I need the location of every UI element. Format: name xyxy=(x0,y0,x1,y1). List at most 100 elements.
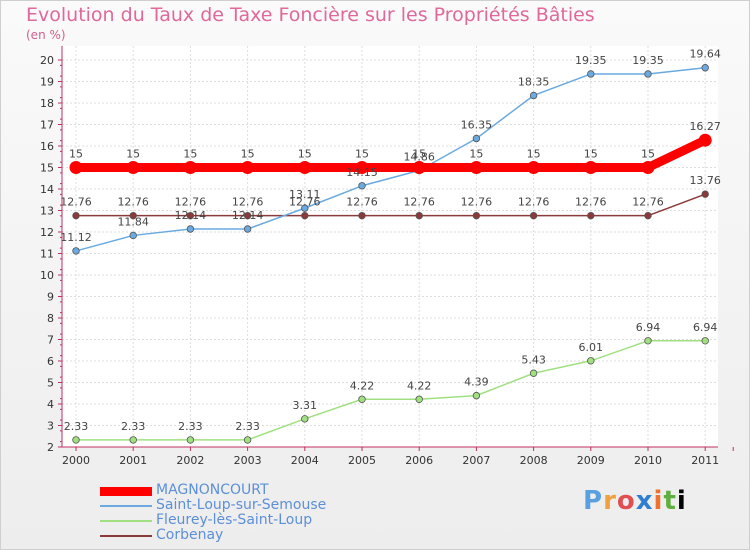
x-tick-label: 2008 xyxy=(520,454,548,467)
logo-letter: o xyxy=(616,486,636,516)
data-label: 12.76 xyxy=(175,196,207,209)
data-point xyxy=(701,337,709,345)
data-point xyxy=(186,436,195,444)
y-tick-label: 10 xyxy=(40,269,54,282)
data-point xyxy=(584,161,598,174)
chart-title: Evolution du Taux de Taxe Foncière sur l… xyxy=(26,4,595,26)
x-tick-label: 2001 xyxy=(119,454,147,467)
data-label: 15 xyxy=(527,148,541,161)
data-label: 13.11 xyxy=(289,188,321,201)
y-tick-label: 9 xyxy=(47,291,54,304)
data-label: 16.35 xyxy=(461,118,493,131)
series-line-1 xyxy=(75,66,706,252)
data-label: 15 xyxy=(183,148,197,161)
data-point xyxy=(129,211,137,220)
data-label: 11.12 xyxy=(60,231,92,244)
data-point xyxy=(529,369,538,377)
data-label: 12.76 xyxy=(232,196,264,209)
legend-swatch xyxy=(100,505,152,507)
x-tick-label: 2002 xyxy=(176,454,204,467)
data-point xyxy=(415,211,423,220)
data-label: 15 xyxy=(469,148,483,161)
legend-swatch xyxy=(100,487,152,496)
data-label: 12.76 xyxy=(575,196,607,209)
x-tick-label: 2010 xyxy=(634,454,662,467)
data-point xyxy=(587,357,595,365)
x-tick-label: 2007 xyxy=(462,454,490,467)
data-point xyxy=(701,190,709,198)
y-tick-label: 7 xyxy=(47,334,54,347)
logo-letter: i xyxy=(676,486,687,516)
data-label: 14.15 xyxy=(346,166,378,179)
y-tick-label: 20 xyxy=(40,54,54,67)
data-label: 12.14 xyxy=(175,209,207,222)
data-label: 6.94 xyxy=(636,321,661,334)
data-label: 15 xyxy=(584,148,598,161)
data-label: 15 xyxy=(355,148,369,161)
data-label: 2.33 xyxy=(235,420,260,433)
data-point xyxy=(243,211,252,220)
data-point xyxy=(469,161,483,174)
unit-label: (en %) xyxy=(26,28,66,42)
data-label: 15 xyxy=(241,148,255,161)
data-label: 5.43 xyxy=(521,353,546,366)
data-label: 12.76 xyxy=(289,196,321,209)
data-point xyxy=(472,134,481,143)
legend-label: Fleurey-lès-Saint-Loup xyxy=(156,512,313,528)
data-label: 15 xyxy=(412,148,426,161)
y-tick-label: 8 xyxy=(47,312,54,325)
data-point xyxy=(472,211,481,220)
y-tick-label: 15 xyxy=(40,162,54,175)
legend-label: Saint-Loup-sur-Semouse xyxy=(156,497,327,513)
data-point xyxy=(183,161,197,174)
data-label: 18.35 xyxy=(518,75,550,88)
data-label: 6.94 xyxy=(693,321,718,334)
data-label: 2.33 xyxy=(121,420,146,433)
data-label: 12.14 xyxy=(232,209,264,222)
data-label: 12.76 xyxy=(60,196,92,209)
data-label: 14.86 xyxy=(403,151,435,164)
data-point xyxy=(72,211,80,220)
data-label: 4.22 xyxy=(350,379,375,392)
data-label: 15 xyxy=(69,148,83,161)
y-tick-label: 13 xyxy=(40,205,54,218)
data-point xyxy=(587,211,595,220)
data-label: 19.35 xyxy=(632,54,664,67)
logo-letter: x xyxy=(635,486,654,516)
data-label: 12.76 xyxy=(346,196,378,209)
y-tick-label: 11 xyxy=(40,248,54,261)
data-point xyxy=(241,161,255,174)
data-point xyxy=(72,247,80,255)
legend-label: MAGNONCOURT xyxy=(156,482,269,498)
data-point xyxy=(243,436,252,444)
series-line-0 xyxy=(71,135,710,172)
y-tick-label: 16 xyxy=(40,140,54,153)
data-point xyxy=(126,161,140,174)
data-point xyxy=(301,415,309,423)
data-label: 11.84 xyxy=(117,215,149,228)
data-point xyxy=(298,161,312,174)
y-tick-label: 4 xyxy=(47,398,54,411)
data-label: 12.76 xyxy=(461,196,493,209)
logo-letter: t xyxy=(663,486,677,516)
data-label: 4.39 xyxy=(464,376,489,389)
data-label: 15 xyxy=(126,148,140,161)
x-tick-label: 2000 xyxy=(62,454,90,467)
data-point xyxy=(644,70,652,78)
data-label: 4.22 xyxy=(407,379,432,392)
data-point xyxy=(129,436,137,444)
data-label: 2.33 xyxy=(178,420,203,433)
logo-letter: r xyxy=(603,486,617,516)
y-tick-label: 14 xyxy=(40,183,54,196)
y-tick-label: 19 xyxy=(40,76,54,89)
data-label: 19.35 xyxy=(575,54,607,67)
data-point xyxy=(129,231,137,240)
y-tick-label: 17 xyxy=(40,119,54,132)
data-label: 3.31 xyxy=(293,399,318,412)
data-label: 15 xyxy=(641,148,655,161)
y-tick-label: 18 xyxy=(40,97,54,110)
data-label: 12.76 xyxy=(117,196,149,209)
series-line-2 xyxy=(75,340,706,441)
data-point xyxy=(358,395,366,403)
